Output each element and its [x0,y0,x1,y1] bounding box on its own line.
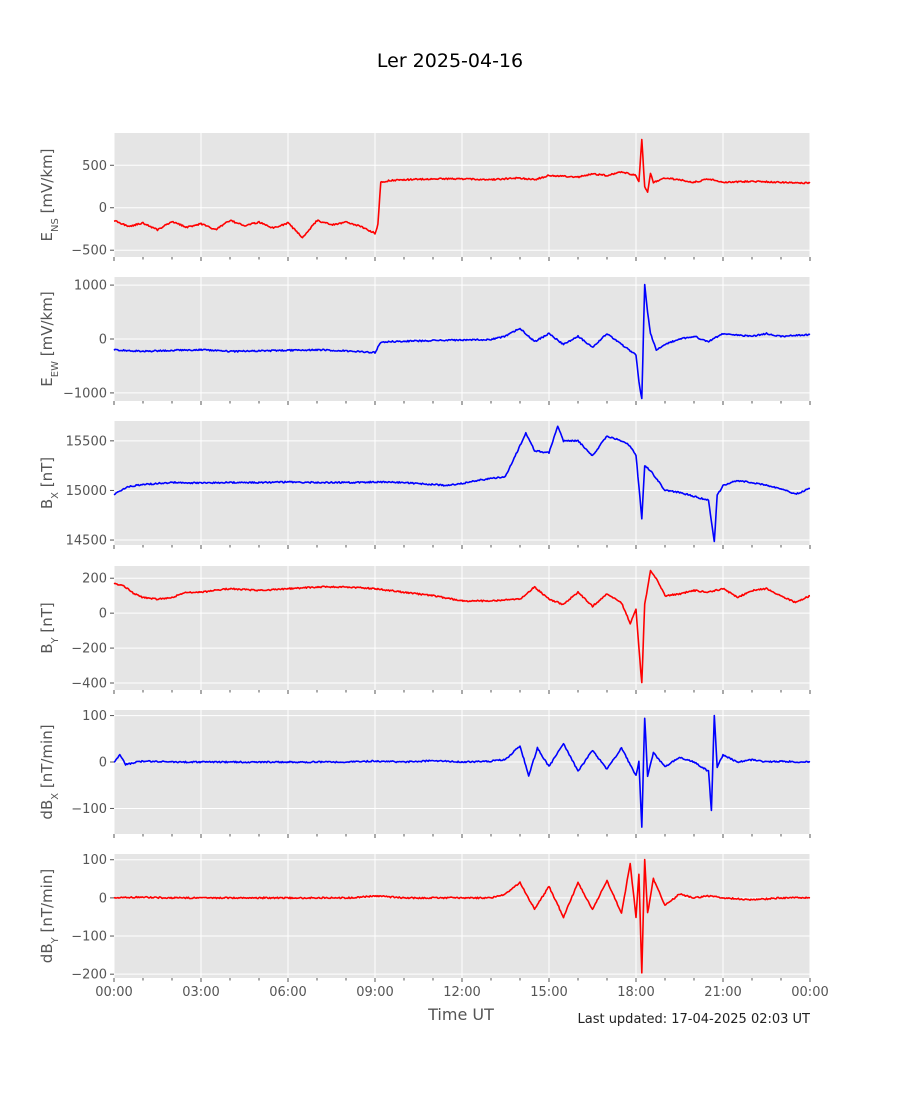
panel-6: −200 −100 0 100 dBY [nT/min] [38,853,811,983]
panel-1: −500 0 500 ENS [mV/km] [38,133,811,261]
x-tick-label: 00:00 [95,985,132,1000]
y-tick-label: 15000 [66,484,107,499]
y-tick-label: 0 [99,333,107,348]
y-axis-label: dBY [nT/min] [38,869,61,963]
series-line [113,858,811,974]
y-axis-label: EEW [mV/km] [38,291,61,386]
y-tick-label: 1000 [74,279,107,294]
x-tick-label: 06:00 [269,985,306,1000]
x-axis-label: Time UT [428,1005,494,1024]
y-tick-label: −200 [71,642,107,657]
x-tick-label: 21:00 [704,985,741,1000]
series-line [113,714,811,828]
panel-3: 14500 15000 15500 BX [nT] [38,421,811,549]
y-tick-label: 200 [82,572,107,587]
y-tick-label: −100 [71,802,107,817]
x-tick-label: 00:00 [791,985,828,1000]
y-tick-label: −500 [71,244,107,259]
series-line [113,569,811,684]
y-axis-label: BX [nT] [38,457,61,509]
series-line [113,138,811,239]
y-tick-label: 0 [99,201,107,216]
y-tick-label: −200 [71,968,107,983]
panel-2: −1000 0 1000 EEW [mV/km] [38,277,811,405]
y-tick-label: 100 [82,709,107,724]
y-tick-label: −100 [71,930,107,945]
y-tick-label: 500 [82,159,107,174]
y-tick-label: −1000 [63,386,107,401]
y-axis-label: BY [nT] [38,602,61,654]
series-line [113,283,811,400]
last-updated-text: Last updated: 17-04-2025 02:03 UT [577,1012,810,1027]
y-tick-label: 100 [82,853,107,868]
x-tick-label: 09:00 [356,985,393,1000]
y-tick-label: 14500 [66,534,107,549]
panel-4: −400 −200 0 200 BY [nT] [38,566,811,694]
y-axis-label: ENS [mV/km] [38,148,61,241]
x-tick-label: 12:00 [443,985,480,1000]
chart-title: Ler 2025-04-16 [376,50,524,72]
y-axis-label: dBX [nT/min] [38,724,61,819]
y-tick-label: 0 [99,756,107,771]
y-tick-label: −400 [71,677,107,692]
x-tick-label: 15:00 [530,985,567,1000]
y-tick-label: 0 [99,607,107,622]
series-line [113,425,811,543]
y-tick-label: 15500 [66,434,107,449]
x-tick-label: 18:00 [617,985,654,1000]
x-tick-label: 03:00 [182,985,219,1000]
panel-5: −100 0 100 dBX [nT/min] [38,709,811,838]
y-tick-label: 0 [99,891,107,906]
